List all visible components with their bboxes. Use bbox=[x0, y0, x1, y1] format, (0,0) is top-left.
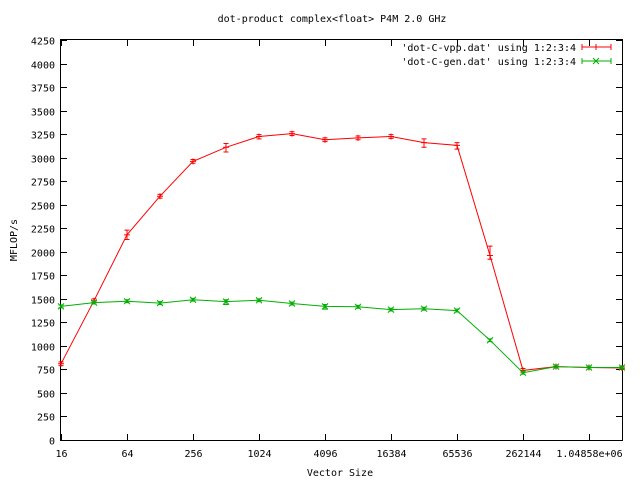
legend-label: 'dot-C-vpp.dat' using 1:2:3:4 bbox=[401, 43, 576, 54]
y-tick-label: 2500 bbox=[31, 202, 55, 213]
legend-errorbar-cap bbox=[581, 44, 612, 50]
data-point bbox=[190, 158, 196, 165]
y-axis: 0 250 500 750 1000 1250 1500 1750 2000 2250 2500 27… bbox=[31, 37, 622, 448]
y-tick-label: 0 bbox=[49, 437, 55, 448]
data-point bbox=[322, 136, 328, 143]
legend-errorbar-cap bbox=[581, 58, 612, 64]
data-point bbox=[58, 360, 64, 367]
x-tick-label: 16 bbox=[55, 449, 67, 460]
x-tick-label: 64 bbox=[121, 449, 133, 460]
data-point bbox=[321, 302, 329, 310]
series-line bbox=[60, 133, 623, 371]
x-tick-label: 16384 bbox=[376, 449, 406, 460]
data-point bbox=[223, 144, 229, 151]
y-tick-label: 1750 bbox=[31, 272, 55, 283]
x-tick-label: 1.04858e+06 bbox=[556, 449, 622, 460]
x-tick-label: 262144 bbox=[505, 449, 541, 460]
y-tick-label: 2750 bbox=[31, 178, 55, 189]
data-point bbox=[354, 303, 362, 311]
y-tick-label: 3750 bbox=[31, 84, 55, 95]
series-layer bbox=[57, 130, 626, 377]
data-point bbox=[487, 252, 493, 259]
y-tick-label: 750 bbox=[37, 366, 55, 377]
y-tick-label: 2250 bbox=[31, 225, 55, 236]
data-point bbox=[157, 193, 163, 200]
x-axis: 16 64 256 1024 4096 16384 65536 262144 1.04858e+… bbox=[55, 40, 623, 460]
data-point bbox=[388, 133, 394, 140]
data-point bbox=[255, 296, 263, 304]
data-point bbox=[123, 297, 131, 305]
legend-marker bbox=[592, 57, 600, 65]
data-point bbox=[156, 299, 164, 307]
y-axis-label: MFLOP/s bbox=[9, 219, 20, 261]
legend-marker bbox=[593, 44, 599, 50]
data-point bbox=[453, 307, 461, 314]
y-tick-label: 500 bbox=[37, 390, 55, 401]
x-tick-label: 1024 bbox=[247, 449, 271, 460]
legend-label: 'dot-C-gen.dat' using 1:2:3:4 bbox=[401, 57, 576, 68]
data-point bbox=[256, 133, 262, 140]
x-axis-label: Vector Size bbox=[307, 468, 373, 479]
y-tick-label: 2000 bbox=[31, 249, 55, 260]
data-point bbox=[222, 298, 230, 306]
data-point bbox=[124, 231, 130, 238]
legend: 'dot-C-vpp.dat' using 1:2:3:4 'dot-C-gen.… bbox=[401, 43, 612, 68]
data-point bbox=[585, 364, 593, 371]
data-point bbox=[289, 130, 295, 137]
data-point bbox=[486, 336, 494, 344]
y-tick-label: 3000 bbox=[31, 155, 55, 166]
data-point bbox=[519, 369, 527, 377]
y-tick-label: 3500 bbox=[31, 108, 55, 119]
y-tick-label: 1250 bbox=[31, 319, 55, 330]
data-point bbox=[421, 139, 427, 146]
data-point bbox=[90, 299, 98, 306]
data-point bbox=[387, 306, 395, 314]
series-2 bbox=[57, 296, 626, 377]
y-tick-label: 3250 bbox=[31, 131, 55, 142]
data-point bbox=[288, 300, 296, 307]
y-tick-label: 250 bbox=[37, 413, 55, 424]
data-point bbox=[57, 302, 65, 310]
y-tick-label: 4000 bbox=[31, 61, 55, 72]
x-tick-label: 256 bbox=[184, 449, 202, 460]
y-tick-label: 1000 bbox=[31, 343, 55, 354]
chart-title: dot-product complex<float> P4M 2.0 GHz bbox=[218, 14, 447, 25]
series-line bbox=[60, 299, 622, 374]
y-tick-label: 4250 bbox=[31, 37, 55, 48]
data-point bbox=[189, 296, 197, 304]
x-tick-label: 4096 bbox=[313, 449, 337, 460]
data-point bbox=[552, 363, 560, 370]
y-tick-label: 1500 bbox=[31, 296, 55, 307]
x-tick-label: 65536 bbox=[442, 449, 472, 460]
series-1 bbox=[58, 130, 625, 374]
data-point bbox=[618, 364, 626, 371]
plot-area-frame bbox=[60, 39, 623, 441]
data-point bbox=[454, 142, 460, 149]
data-point bbox=[420, 305, 428, 313]
data-point bbox=[355, 134, 361, 141]
